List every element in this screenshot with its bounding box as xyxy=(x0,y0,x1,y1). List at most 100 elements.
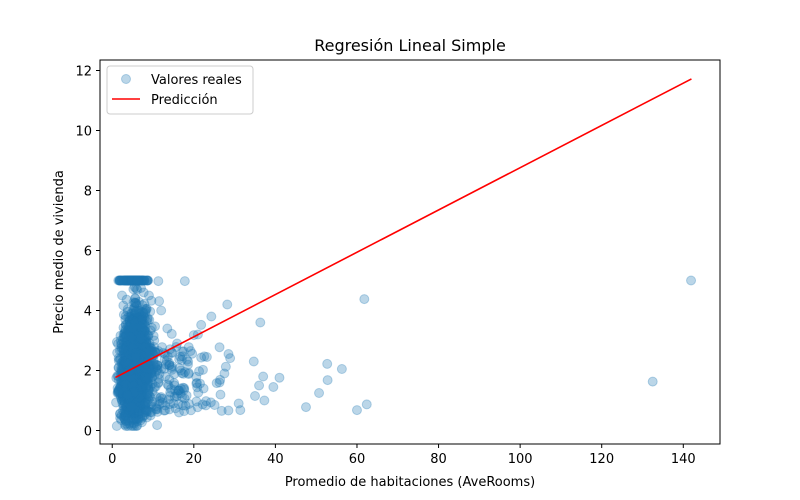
scatter-point xyxy=(132,384,143,395)
scatter-point xyxy=(118,383,129,394)
scatter-point xyxy=(130,293,141,304)
scatter-point xyxy=(129,408,140,419)
scatter-point xyxy=(133,390,144,401)
scatter-point xyxy=(135,335,146,346)
scatter-point xyxy=(201,352,212,362)
scatter-point xyxy=(129,374,140,385)
scatter-point xyxy=(130,340,141,351)
scatter-point xyxy=(137,343,148,354)
scatter-point xyxy=(336,364,347,374)
scatter-point xyxy=(121,376,132,387)
scatter-point xyxy=(122,360,133,371)
scatter-point xyxy=(127,275,138,286)
scatter-point xyxy=(134,369,145,380)
scatter-point xyxy=(131,371,142,382)
scatter-point xyxy=(124,381,135,392)
scatter-point xyxy=(135,339,146,350)
scatter-points xyxy=(111,275,697,431)
scatter-point xyxy=(139,345,150,356)
scatter-point xyxy=(127,275,138,286)
scatter-point xyxy=(115,381,126,392)
scatter-point xyxy=(118,349,129,359)
scatter-point xyxy=(135,306,146,317)
scatter-point xyxy=(119,380,130,391)
scatter-point xyxy=(133,371,144,382)
scatter-point xyxy=(142,367,153,378)
scatter-point xyxy=(132,387,143,398)
scatter-point xyxy=(126,381,137,392)
scatter-point xyxy=(254,380,265,391)
scatter-point xyxy=(152,360,163,371)
scatter-point xyxy=(137,313,148,324)
scatter-point xyxy=(359,294,370,305)
scatter-point xyxy=(198,383,209,394)
scatter-point xyxy=(124,373,135,384)
scatter-point xyxy=(116,394,127,405)
scatter-point xyxy=(137,275,148,286)
scatter-point xyxy=(124,387,135,398)
scatter-point xyxy=(134,368,145,379)
scatter-point xyxy=(122,373,133,384)
scatter-point xyxy=(133,378,144,389)
scatter-point xyxy=(120,275,131,286)
scatter-point xyxy=(136,275,147,286)
scatter-point xyxy=(131,350,142,361)
scatter-point xyxy=(125,378,136,389)
scatter-point xyxy=(248,356,259,367)
scatter-point xyxy=(122,375,133,386)
scatter-point xyxy=(115,390,126,401)
scatter-point xyxy=(133,383,144,394)
scatter-point xyxy=(134,365,145,376)
scatter-point xyxy=(133,394,144,405)
scatter-point xyxy=(128,393,139,404)
scatter-point xyxy=(123,391,134,402)
scatter-point xyxy=(127,373,138,384)
scatter-point xyxy=(115,353,126,364)
scatter-point xyxy=(117,290,128,301)
scatter-point xyxy=(135,383,146,394)
scatter-point xyxy=(132,313,143,324)
legend: Valores reales Predicción xyxy=(106,65,254,115)
scatter-point xyxy=(117,387,128,398)
scatter-point xyxy=(119,383,130,394)
scatter-point xyxy=(132,351,143,362)
scatter-point xyxy=(128,275,139,286)
scatter-point xyxy=(126,401,137,412)
scatter-point xyxy=(134,365,145,376)
scatter-point xyxy=(132,378,143,389)
y-tick-label: 0 xyxy=(84,425,92,440)
scatter-point xyxy=(121,416,132,427)
scatter-point xyxy=(134,371,145,382)
scatter-point xyxy=(132,369,143,380)
scatter-point xyxy=(130,337,141,348)
scatter-point xyxy=(196,319,207,330)
scatter-point xyxy=(123,275,134,286)
scatter-point xyxy=(123,371,134,382)
scatter-point xyxy=(119,379,130,390)
scatter-point xyxy=(209,400,220,410)
scatter-point xyxy=(134,323,145,334)
scatter-point xyxy=(132,347,143,358)
scatter-point xyxy=(136,389,147,400)
scatter-point xyxy=(123,345,134,356)
scatter-point xyxy=(138,366,149,377)
scatter-point xyxy=(134,347,145,358)
scatter-point xyxy=(122,399,133,410)
scatter-point xyxy=(130,350,141,361)
scatter-point xyxy=(133,347,144,358)
scatter-point xyxy=(129,352,140,363)
scatter-point xyxy=(126,384,137,395)
scatter-point xyxy=(196,352,207,363)
scatter-point xyxy=(123,395,134,406)
scatter-point xyxy=(127,369,138,380)
scatter-point xyxy=(129,342,140,353)
scatter-point xyxy=(136,392,147,403)
scatter-point xyxy=(125,385,136,396)
scatter-point xyxy=(126,379,137,390)
scatter-point xyxy=(127,400,138,411)
scatter-point xyxy=(136,375,147,386)
scatter-point xyxy=(130,312,141,323)
scatter-point xyxy=(129,389,140,400)
scatter-point xyxy=(127,275,138,286)
